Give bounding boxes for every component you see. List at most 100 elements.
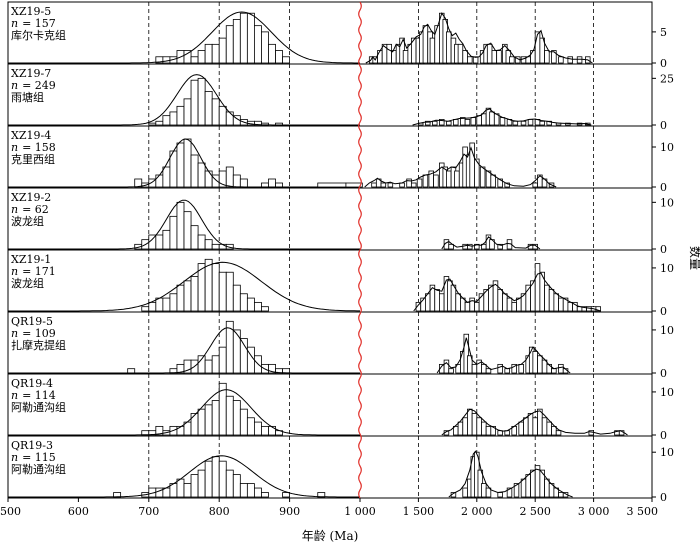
histogram-bar — [261, 31, 269, 64]
histogram-bar — [448, 243, 454, 250]
sample-id: XZ19-2 — [11, 191, 51, 204]
histogram-bar — [471, 363, 478, 374]
formation-name: 克里西组 — [11, 152, 55, 166]
histogram-bar — [239, 483, 248, 498]
sample-n: n = 249 — [11, 79, 56, 92]
histogram-bar — [496, 50, 502, 64]
histogram-bar — [425, 120, 431, 126]
axis-break-line — [358, 1, 362, 499]
histogram-bar — [232, 329, 241, 374]
histogram-bar — [512, 120, 519, 126]
histogram-bar — [155, 174, 164, 188]
histogram-bar — [558, 363, 564, 374]
histogram-bar — [282, 492, 290, 498]
panel-frame — [7, 311, 653, 375]
histogram-bar — [491, 50, 498, 64]
histogram-bar — [544, 478, 550, 498]
histogram-bar — [169, 215, 178, 250]
histogram-bar — [502, 293, 508, 312]
histogram-bar — [183, 280, 192, 312]
histogram-bar — [439, 293, 445, 312]
histogram-bar — [558, 492, 564, 498]
histogram-bar — [183, 483, 192, 498]
sample-id: XZ19-4 — [11, 129, 51, 142]
histogram-bar — [218, 271, 227, 312]
histogram-bar — [532, 417, 538, 436]
histogram-bar — [446, 170, 452, 188]
histogram-bar — [253, 25, 262, 64]
histogram-bar — [162, 297, 171, 312]
histogram-bar — [446, 31, 452, 64]
n-symbol: n — [11, 327, 18, 340]
formation-name: 雨塘组 — [11, 90, 44, 104]
histogram-bar — [544, 284, 550, 312]
n-symbol: n — [11, 451, 18, 464]
histogram-bar — [204, 170, 213, 188]
histogram-bar — [345, 182, 363, 188]
histogram-bar — [534, 263, 541, 312]
histogram-bar — [490, 174, 496, 188]
y-tick-label: 10 — [660, 324, 674, 337]
histogram-bar — [387, 182, 394, 188]
histogram-bar — [534, 31, 541, 64]
histogram-bar — [448, 368, 454, 374]
histogram-bar — [261, 492, 269, 498]
histogram-bar — [190, 79, 199, 126]
histogram-bar — [261, 306, 269, 312]
histogram-bar — [548, 289, 555, 312]
sample-n: n = 109 — [11, 327, 56, 340]
histogram-bar — [183, 98, 192, 126]
histogram-bar — [457, 43, 464, 64]
n-symbol: n — [11, 265, 18, 278]
histogram-bar — [155, 120, 164, 126]
sample-id: XZ19-5 — [11, 5, 51, 18]
histogram-bar — [485, 487, 492, 498]
histogram-bar — [429, 37, 436, 64]
histogram-bar — [530, 50, 536, 64]
histogram-bar — [470, 117, 477, 126]
sample-n: n = 157 — [11, 17, 56, 30]
histogram-bar — [261, 425, 269, 436]
histogram-bar — [232, 400, 241, 436]
n-value: = 249 — [22, 79, 56, 92]
histogram-bar — [275, 50, 283, 64]
sample-n: n = 158 — [11, 141, 56, 154]
y-tick-label: 10 — [660, 262, 674, 275]
histogram-bar — [197, 408, 206, 436]
histogram-bar — [576, 56, 583, 64]
x-tick-label: 1 000 — [344, 505, 376, 518]
n-symbol: n — [11, 203, 18, 216]
kde-curve-young — [8, 11, 360, 64]
histogram-bar — [211, 263, 220, 312]
histogram-bar — [432, 120, 438, 126]
kde-curve-old — [412, 108, 592, 126]
sample-n: n = 114 — [11, 389, 56, 402]
histogram-bar — [523, 417, 529, 436]
y-tick-label: 0 — [660, 429, 667, 442]
histogram-bar — [525, 474, 531, 498]
histogram-bar — [377, 50, 383, 64]
histogram-bar — [176, 105, 185, 126]
histogram-bar — [513, 483, 520, 498]
histogram-bar — [476, 417, 482, 436]
histogram-bar — [446, 120, 452, 126]
histogram-bar — [239, 408, 248, 436]
x-tick-label: 2 000 — [461, 505, 493, 518]
histogram-bar — [497, 178, 503, 188]
histogram-bar — [527, 119, 534, 126]
histogram-bar — [190, 276, 199, 312]
histogram-bar — [148, 301, 157, 312]
histogram-bar — [481, 363, 487, 374]
histogram-bar — [176, 201, 185, 250]
n-value: = 114 — [22, 389, 56, 402]
n-value: = 171 — [22, 265, 56, 278]
histogram-bar — [380, 182, 387, 188]
histogram-bar — [462, 487, 468, 498]
histogram-bar — [518, 363, 524, 374]
n-symbol: n — [11, 17, 18, 30]
histogram-bar — [558, 56, 564, 64]
histogram-bar — [169, 293, 178, 312]
histogram-bar — [490, 425, 496, 436]
